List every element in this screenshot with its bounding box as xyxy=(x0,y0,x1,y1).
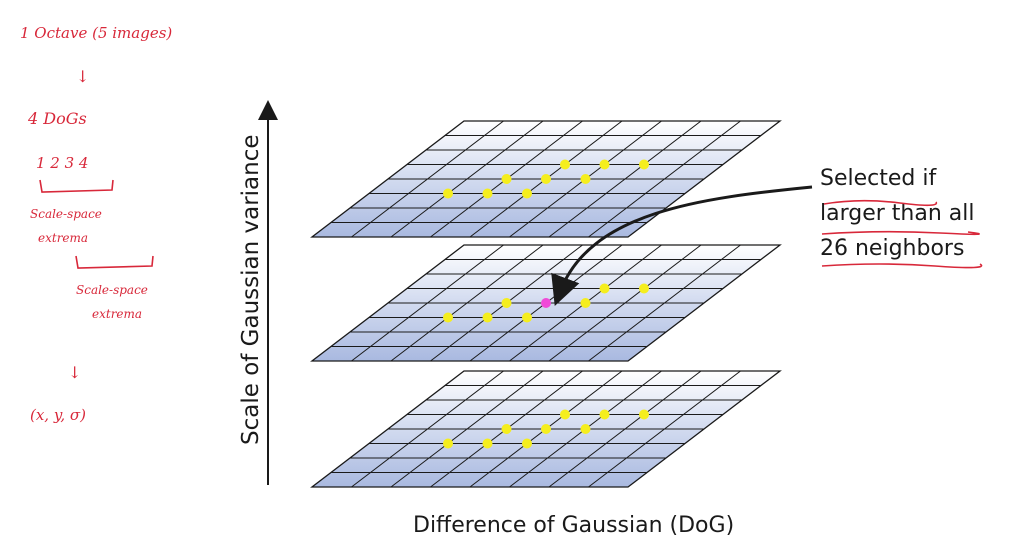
neighbor-pixel-dot xyxy=(639,409,649,420)
neighbor-pixel-dot xyxy=(501,298,512,308)
annotation-scale-space-2: Scale-space xyxy=(76,283,148,297)
annotation-extrema-2: extrema xyxy=(92,307,142,321)
neighbor-pixel-dot xyxy=(482,312,493,323)
dog-layer-1 xyxy=(310,120,782,238)
neighbor-pixel-dot xyxy=(580,298,591,308)
neighbor-pixel-dot xyxy=(599,159,610,170)
neighbor-pixel-dot xyxy=(482,188,493,199)
selection-arrow xyxy=(551,185,813,307)
annotation-extrema-1: extrema xyxy=(38,231,88,245)
neighbor-pixel-dot xyxy=(443,312,453,323)
annotation-arrow-2: ↓ xyxy=(68,363,81,382)
neighbor-pixel-dot xyxy=(443,438,453,449)
callout-underline-1 xyxy=(823,199,938,207)
dog-layers xyxy=(310,120,782,488)
selected-pixel-dot xyxy=(541,298,551,308)
neighbor-pixel-dot xyxy=(560,409,570,420)
handwritten-annotations: 1 Octave (5 images) ↓ 4 DoGs 1 2 3 4 Sca… xyxy=(20,24,172,424)
neighbor-pixel-dot xyxy=(501,424,512,434)
callout-underline-2 xyxy=(821,230,980,236)
annotation-scale-space-1: Scale-space xyxy=(30,207,102,221)
neighbor-pixel-dot xyxy=(639,159,649,170)
neighbor-pixel-dot xyxy=(580,174,591,184)
callout-underline-3 xyxy=(821,263,983,269)
neighbor-pixel-dot xyxy=(599,409,610,420)
neighbor-pixel-dot xyxy=(541,424,551,434)
y-axis-label: Scale of Gaussian variance xyxy=(238,134,264,445)
selection-callout: Selected if larger than all 26 neighbors xyxy=(820,166,983,269)
neighbor-pixel-dot xyxy=(560,159,570,170)
neighbor-pixel-dot xyxy=(522,438,532,449)
annotation-bracket-1 xyxy=(39,179,114,193)
x-axis-label: Difference of Gaussian (DoG) xyxy=(413,513,734,538)
annotation-dogs: 4 DoGs xyxy=(27,109,87,128)
neighbor-pixel-dot xyxy=(580,424,591,434)
neighbor-pixel-dot xyxy=(541,174,551,184)
callout-line-2: larger than all xyxy=(820,201,974,226)
neighbor-pixel-dot xyxy=(522,188,532,199)
callout-line-3: 26 neighbors xyxy=(820,236,964,261)
neighbor-pixel-dot xyxy=(522,312,532,323)
annotation-coordinates: (x, y, σ) xyxy=(30,406,86,424)
annotation-bracket-2 xyxy=(75,255,154,269)
dog-layer-3 xyxy=(310,370,782,488)
neighbor-pixel-dot xyxy=(639,283,649,294)
annotation-arrow-1: ↓ xyxy=(76,67,89,86)
annotation-dog-indices: 1 2 3 4 xyxy=(36,154,88,172)
neighbor-pixel-dot xyxy=(482,438,493,449)
annotation-octave: 1 Octave (5 images) xyxy=(20,24,172,42)
callout-line-1: Selected if xyxy=(820,166,937,191)
neighbor-pixel-dot xyxy=(599,283,610,294)
neighbor-pixel-dot xyxy=(501,174,512,184)
neighbor-pixel-dot xyxy=(443,188,453,199)
dog-layer-2 xyxy=(310,244,782,362)
